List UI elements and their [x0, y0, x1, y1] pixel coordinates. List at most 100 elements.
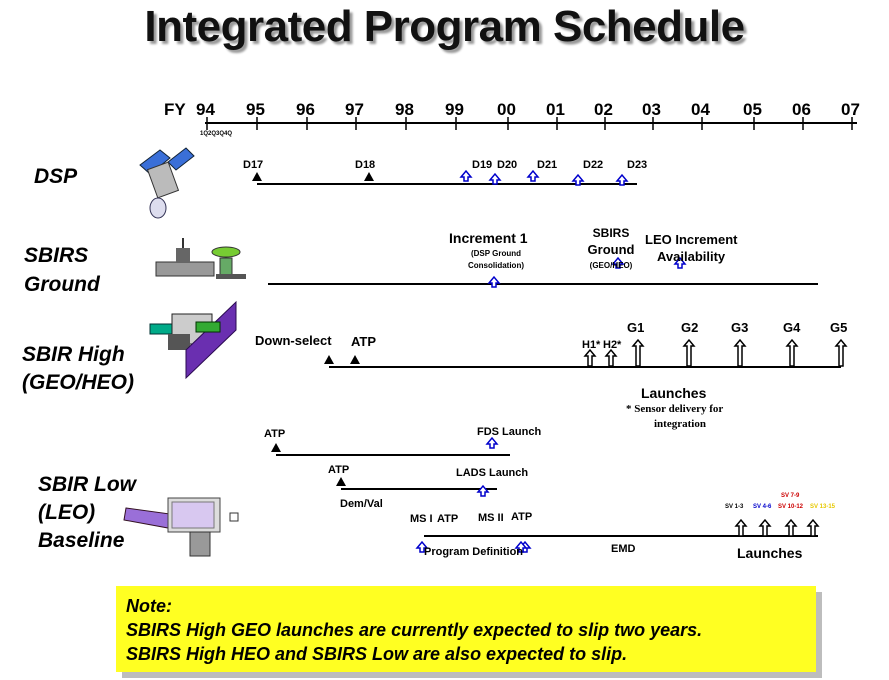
- low-emd: EMD: [611, 543, 636, 555]
- year-label-06: 06: [792, 100, 811, 119]
- row-label-low-3: Baseline: [38, 529, 125, 552]
- low-demval: Dem/Val: [340, 498, 383, 510]
- milestone-arrow-icon: [806, 518, 820, 537]
- low-ms2: MS II: [478, 512, 504, 524]
- high-atp: ATP: [351, 334, 377, 349]
- note-title: Note:: [126, 596, 172, 616]
- dsp-event-d22: D22: [583, 159, 604, 171]
- row-label-low-2: (LEO): [38, 501, 96, 524]
- row-label-dsp: DSP: [34, 165, 78, 188]
- ground-increment-1: Increment 1: [449, 230, 528, 246]
- milestone-arrow-icon: [673, 256, 687, 269]
- note-line-2: SBIRS High HEO and SBIRS Low are also ex…: [126, 644, 628, 664]
- dsp-event-d20: D20: [497, 159, 518, 171]
- ground-increment-1-sub1: (DSP Ground: [470, 249, 522, 258]
- milestone-arrow-icon: [571, 173, 585, 186]
- high-launches: Launches: [641, 385, 707, 401]
- dsp-event-d19: D19: [472, 159, 493, 171]
- milestone-arrow-icon: [583, 348, 597, 367]
- low-sv-10-12: SV 10-12: [778, 504, 804, 510]
- high-g5: G5: [830, 320, 848, 335]
- milestone-arrow-icon: [611, 256, 625, 269]
- high-g1: G1: [627, 320, 645, 335]
- milestone-arrow-icon: [459, 169, 473, 182]
- milestone-arrow-icon: [734, 518, 748, 537]
- row-label-high-1: SBIR High: [22, 343, 125, 366]
- year-label-99: 99: [445, 100, 464, 119]
- milestone-arrow-icon: [631, 338, 645, 367]
- dsp-event-d21: D21: [537, 159, 558, 171]
- year-label-02: 02: [594, 100, 613, 119]
- milestone-arrow-icon: [488, 172, 502, 185]
- ground-station-icon: [155, 238, 246, 279]
- ground-leo-increment-1: LEO Increment: [645, 232, 738, 247]
- ground-sbirs-ground-2: Ground: [587, 242, 635, 257]
- low-launches: Launches: [737, 545, 803, 561]
- milestone-arrow-icon: [476, 484, 490, 497]
- fy-label: FY: [164, 100, 186, 119]
- row-label-ground-2: Ground: [24, 273, 100, 296]
- year-label-94: 94: [196, 100, 215, 119]
- leo-satellite-icon: [123, 497, 239, 557]
- milestone-arrow-icon: [758, 518, 772, 537]
- low-sv-13-15: SV 13-15: [810, 504, 836, 510]
- milestone-arrow-icon: [615, 173, 629, 186]
- geo-satellite-icon: [149, 300, 237, 380]
- year-label-04: 04: [691, 100, 710, 119]
- high-h2: H2*: [603, 339, 622, 351]
- low-atp-2: ATP: [328, 464, 350, 476]
- high-note-2: integration: [654, 418, 706, 430]
- year-label-96: 96: [296, 100, 315, 119]
- milestone-arrow-icon: [526, 169, 540, 182]
- milestone-arrow-icon: [784, 518, 798, 537]
- low-fds-launch: FDS Launch: [477, 426, 542, 438]
- low-ms1: MS I: [410, 513, 433, 525]
- note-line-1: SBIRS High GEO launches are currently ex…: [126, 620, 703, 640]
- dsp-event-d18: D18: [355, 159, 376, 171]
- row-label-high-2: (GEO/HEO): [22, 371, 135, 394]
- low-lads-launch: LADS Launch: [456, 467, 529, 479]
- low-atp-4: ATP: [511, 511, 533, 523]
- milestone-arrow-icon: [785, 338, 799, 367]
- ground-sbirs-ground-3: (GEO/HEO): [589, 261, 633, 270]
- year-label-03: 03: [642, 100, 661, 119]
- milestone-arrow-icon: [514, 540, 528, 553]
- year-label-01: 01: [546, 100, 565, 119]
- dsp-satellite-icon: [139, 147, 195, 219]
- quarter-labels: 1Q2Q3Q4Q: [200, 131, 233, 137]
- ground-increment-1-sub2: Consolidation): [468, 261, 524, 270]
- year-label-97: 97: [345, 100, 364, 119]
- year-label-05: 05: [743, 100, 762, 119]
- page-title: Integrated Program Schedule: [144, 2, 745, 51]
- low-atp-1: ATP: [264, 428, 286, 440]
- milestone-arrow-icon: [733, 338, 747, 367]
- high-h1: H1*: [582, 339, 601, 351]
- note-box: Note: SBIRS High GEO launches are curren…: [116, 586, 816, 672]
- low-program-definition: Program Definition: [424, 546, 524, 558]
- low-sv-1-3: SV 1-3: [725, 504, 744, 510]
- milestone-arrow-icon: [485, 436, 499, 449]
- ground-leo-increment-2: Availability: [657, 249, 726, 264]
- low-atp-3: ATP: [437, 513, 459, 525]
- row-label-low-1: SBIR Low: [38, 473, 136, 496]
- milestone-arrow-icon: [487, 275, 501, 288]
- milestone-arrow-icon: [834, 338, 848, 367]
- high-note-1: * Sensor delivery for: [626, 403, 724, 415]
- dsp-event-d17: D17: [243, 159, 264, 171]
- high-downselect: Down-select: [255, 333, 332, 348]
- low-sv-7-9: SV 7-9: [781, 493, 800, 499]
- low-sv-4-6: SV 4-6: [753, 504, 772, 510]
- row-label-ground-1: SBIRS: [24, 244, 89, 267]
- milestone-arrow-icon: [415, 540, 429, 553]
- year-label-98: 98: [395, 100, 414, 119]
- high-g4: G4: [783, 320, 801, 335]
- milestone-arrow-icon: [604, 348, 618, 367]
- high-g3: G3: [731, 320, 749, 335]
- dsp-event-d23: D23: [627, 159, 648, 171]
- year-label-07: 07: [841, 100, 860, 119]
- ground-sbirs-ground-1: SBIRS: [592, 226, 630, 240]
- year-label-00: 00: [497, 100, 516, 119]
- milestone-arrow-icon: [682, 338, 696, 367]
- high-g2: G2: [681, 320, 699, 335]
